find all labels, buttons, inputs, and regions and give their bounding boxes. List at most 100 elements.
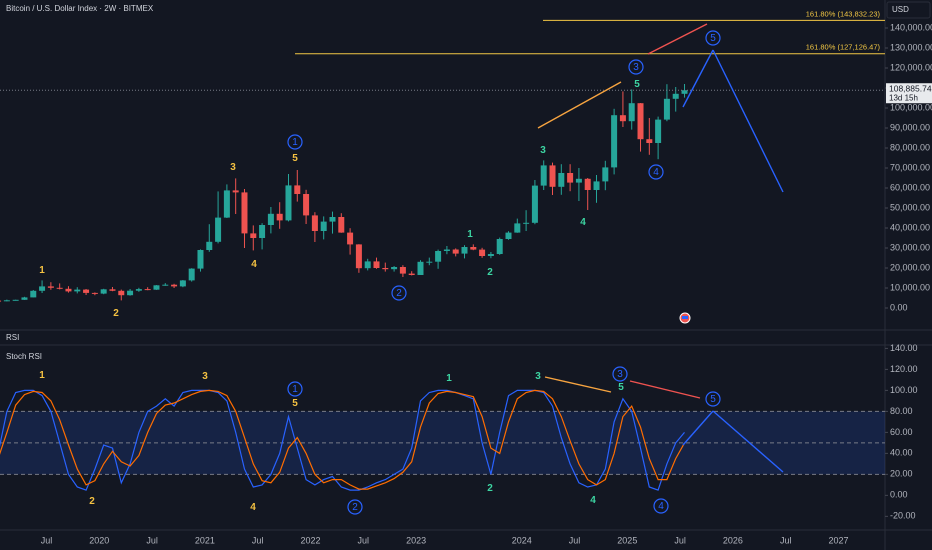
- wave-circle: [653, 498, 669, 514]
- x-tick-label: 2027: [829, 535, 849, 545]
- wave-label: 4: [658, 501, 664, 512]
- candle-body: [549, 165, 556, 187]
- candle-body: [611, 115, 618, 168]
- candle-body: [496, 239, 503, 254]
- candle-body: [479, 249, 486, 256]
- candle-body: [452, 249, 459, 254]
- candle-body: [584, 178, 591, 190]
- candle-body: [487, 254, 494, 256]
- y-tick-label: 130,000.00: [890, 42, 932, 52]
- wave-label: 1: [446, 373, 452, 384]
- currency-box[interactable]: [886, 1, 931, 19]
- y-tick-label: 60.00: [890, 427, 913, 437]
- candle-body: [408, 273, 415, 275]
- candle-body: [575, 178, 582, 183]
- candle-body: [153, 285, 160, 290]
- drawn-trendline: [544, 376, 612, 393]
- candle-body: [197, 250, 204, 269]
- y-tick-label: 40,000.00: [890, 222, 930, 232]
- candle-body: [320, 221, 327, 231]
- candle-body: [426, 261, 433, 263]
- x-tick-label: Jul: [146, 535, 158, 545]
- wave-label: 2: [487, 483, 493, 494]
- candle-body: [65, 288, 72, 292]
- x-tick-label: 2025: [617, 535, 637, 545]
- y-tick-label: 40.00: [890, 448, 913, 458]
- candle-body: [259, 225, 266, 238]
- wave-label: 3: [633, 62, 639, 73]
- candle-body: [144, 289, 151, 291]
- candle-body: [558, 173, 565, 187]
- wave-label: 2: [487, 267, 493, 278]
- wave-label: 1: [39, 265, 45, 276]
- wave-label: 4: [580, 217, 586, 228]
- wave-label: 1: [39, 370, 45, 381]
- candle-body: [338, 217, 345, 233]
- stoch-line: [0, 389, 685, 491]
- candle-body: [672, 93, 679, 99]
- currency-label: USD: [892, 5, 909, 14]
- candle-body: [628, 103, 635, 122]
- candle-body: [303, 194, 310, 216]
- candle-body: [0, 300, 2, 302]
- candle-body: [135, 289, 142, 291]
- drawn-trendline: [712, 49, 784, 193]
- candle-body: [188, 268, 195, 281]
- candle-body: [206, 241, 213, 250]
- y-tick-label: 100,000.00: [890, 102, 932, 112]
- candle-body: [179, 280, 186, 287]
- wave-label: 2: [396, 288, 402, 299]
- candle-body: [171, 284, 178, 287]
- candle-body: [373, 261, 380, 268]
- candle-body: [663, 98, 670, 120]
- candle-body: [294, 185, 301, 194]
- candle-body: [47, 286, 54, 288]
- x-tick-label: Jul: [358, 535, 370, 545]
- candle-body: [21, 297, 28, 300]
- candle-body: [215, 217, 222, 242]
- y-tick-label: 30,000.00: [890, 242, 930, 252]
- y-tick-label: 140,000.00: [890, 22, 932, 32]
- candle-body: [391, 267, 398, 270]
- candle-body: [329, 217, 336, 222]
- candle-body: [364, 261, 371, 269]
- candle-body: [12, 299, 19, 301]
- candle-body: [250, 233, 257, 238]
- stoch-pane: 1 2 3 4 1 5 2 1 2 3 4 3 5 4 5: [0, 366, 885, 515]
- candle-body: [443, 249, 450, 251]
- wave-label: 5: [292, 153, 298, 164]
- wave-circle: [705, 391, 721, 407]
- candle-body: [100, 289, 107, 294]
- x-tick-label: 2023: [406, 535, 426, 545]
- x-tick-label: Jul: [41, 535, 53, 545]
- drawn-trendline: [712, 410, 784, 473]
- wave-label: 5: [618, 382, 624, 393]
- wave-label: 1: [467, 229, 473, 240]
- wave-circle: [287, 381, 303, 397]
- candle-body: [681, 90, 688, 94]
- candle-body: [655, 119, 662, 143]
- wave-circle: [287, 134, 303, 150]
- wave-label: 5: [634, 79, 640, 90]
- wave-label: 3: [230, 162, 236, 173]
- candle-body: [74, 289, 81, 292]
- candle-body: [162, 284, 169, 286]
- candle-body: [91, 292, 98, 294]
- wave-circle: [347, 499, 363, 515]
- last-price-label: 108,885.74: [889, 83, 932, 93]
- candle-body: [232, 190, 239, 193]
- wave-label: 4: [250, 502, 256, 513]
- y-tick-label: 90,000.00: [890, 122, 930, 132]
- pane-title: RSI: [6, 333, 19, 342]
- event-flag-icon: [682, 316, 688, 319]
- x-tick-label: Jul: [674, 535, 686, 545]
- wave-circle: [391, 285, 407, 301]
- price-pane: 1 2 3 4 1 5 2 1 2 3 4 3 5 4 5: [0, 19, 885, 319]
- wave-label: 2: [352, 502, 358, 513]
- y-tick-label: 120,000.00: [890, 62, 932, 72]
- x-tick-label: 2020: [89, 535, 109, 545]
- wave-circle: [612, 366, 628, 382]
- wave-circle: [705, 30, 721, 46]
